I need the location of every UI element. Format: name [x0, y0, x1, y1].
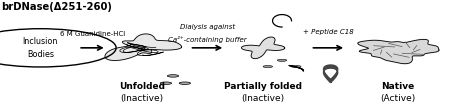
Circle shape [277, 59, 287, 61]
Text: brDNase(Δ251-260): brDNase(Δ251-260) [1, 2, 112, 12]
Circle shape [160, 82, 172, 84]
Text: Unfolded: Unfolded [119, 82, 165, 91]
Text: Ca²⁺-containing buffer: Ca²⁺-containing buffer [168, 36, 246, 43]
Text: Dialysis against: Dialysis against [180, 24, 235, 30]
Circle shape [292, 66, 301, 68]
Text: Bodies: Bodies [27, 50, 54, 59]
Text: (Active): (Active) [381, 94, 416, 103]
Text: Partially folded: Partially folded [224, 82, 302, 91]
Polygon shape [241, 37, 285, 59]
Polygon shape [358, 39, 439, 64]
Text: Inclusion: Inclusion [23, 37, 58, 46]
Polygon shape [324, 65, 337, 83]
Text: Native: Native [382, 82, 415, 91]
Text: + Peptide C18: + Peptide C18 [303, 29, 354, 35]
Circle shape [167, 75, 179, 77]
Text: 6 M Guanidine-HCl: 6 M Guanidine-HCl [60, 31, 125, 37]
Polygon shape [105, 34, 182, 61]
Circle shape [179, 82, 191, 84]
Text: (Inactive): (Inactive) [121, 94, 164, 103]
Text: (Inactive): (Inactive) [242, 94, 284, 103]
Circle shape [263, 66, 273, 68]
